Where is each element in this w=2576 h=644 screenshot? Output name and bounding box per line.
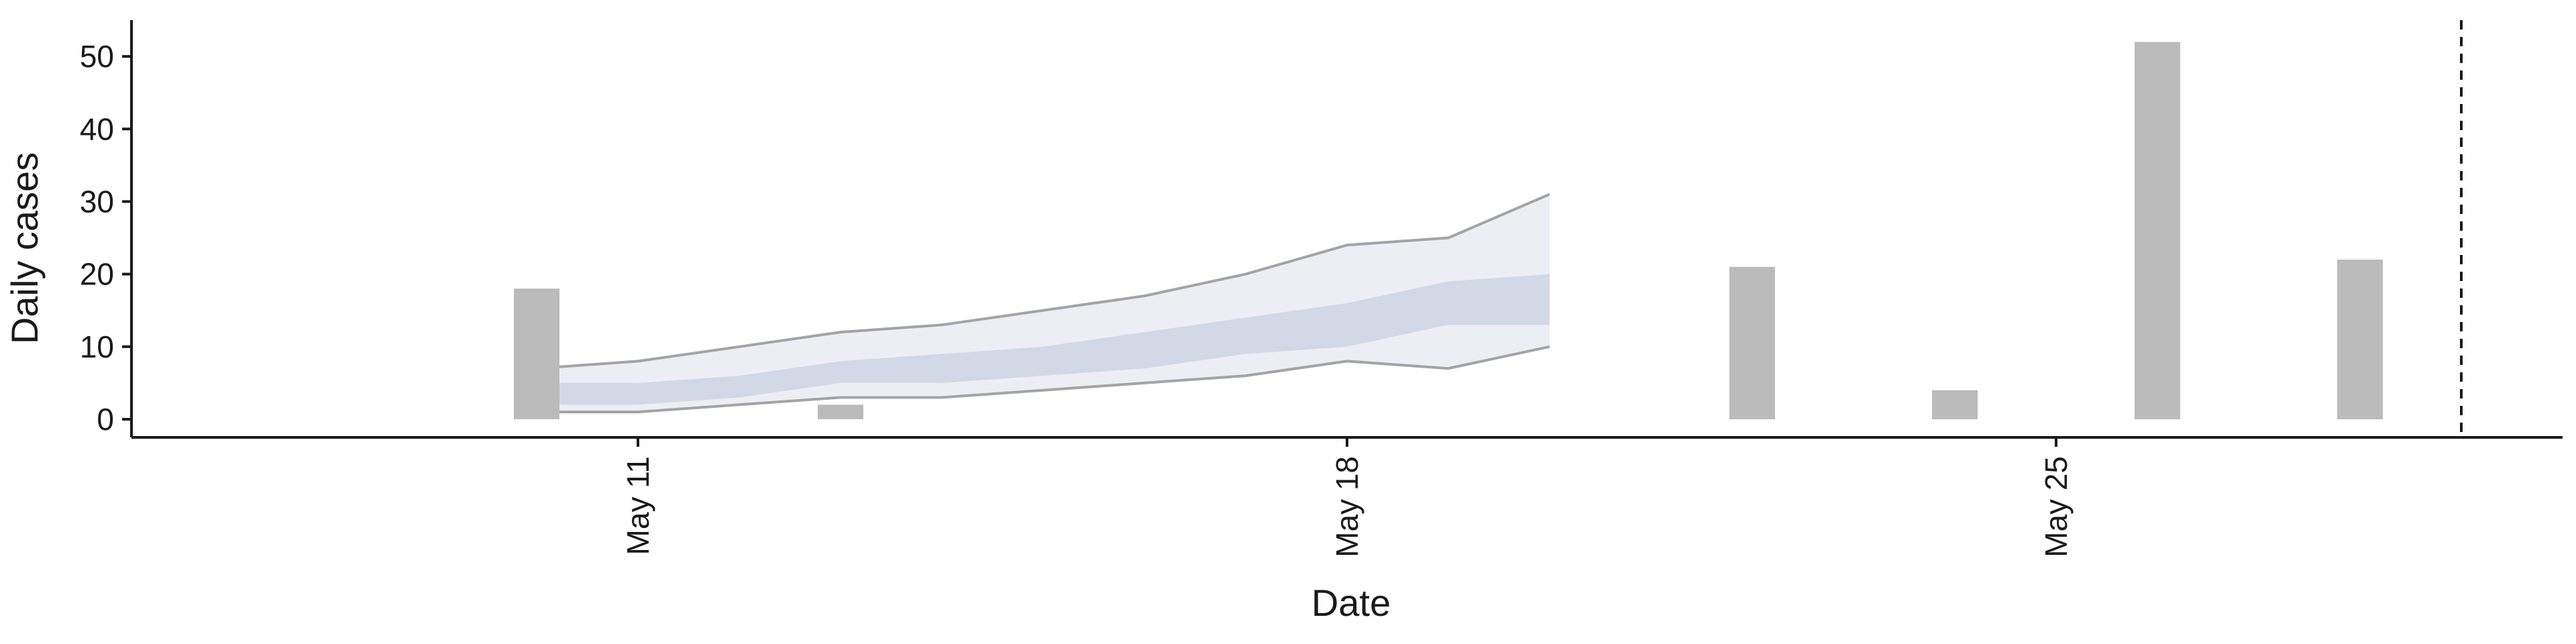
observed-case-bars bbox=[514, 42, 2383, 419]
y-tick-label: 40 bbox=[80, 111, 114, 146]
case-bar bbox=[1932, 390, 1978, 419]
forecast-band-50 bbox=[537, 274, 1550, 405]
y-tick-label: 30 bbox=[80, 184, 114, 219]
forecast-band-90-upper-edge bbox=[536, 193, 1550, 370]
forecast-band-90-lower-edge bbox=[537, 345, 1550, 414]
y-tick-label: 20 bbox=[80, 257, 114, 292]
y-tick-label: 10 bbox=[80, 329, 114, 364]
axes: 0 10 20 30 40 50 May 11 May 18 May 25 bbox=[80, 20, 2563, 557]
y-tick-label: 0 bbox=[97, 402, 114, 437]
case-bar bbox=[514, 288, 559, 419]
forecast-bands bbox=[536, 193, 1550, 414]
case-bar bbox=[2337, 260, 2383, 419]
case-bar bbox=[818, 405, 863, 419]
case-bar bbox=[1729, 266, 1775, 419]
case-bar bbox=[2135, 42, 2180, 419]
y-tick-label: 50 bbox=[80, 39, 114, 74]
x-axis-title: Date bbox=[1311, 582, 1391, 624]
x-tick-label: May 25 bbox=[2039, 456, 2074, 557]
x-tick-label: May 11 bbox=[621, 456, 655, 555]
forecast-band-90 bbox=[537, 194, 1550, 413]
x-tick-label: May 18 bbox=[1330, 456, 1364, 557]
y-axis-title: Daily cases bbox=[3, 152, 46, 344]
